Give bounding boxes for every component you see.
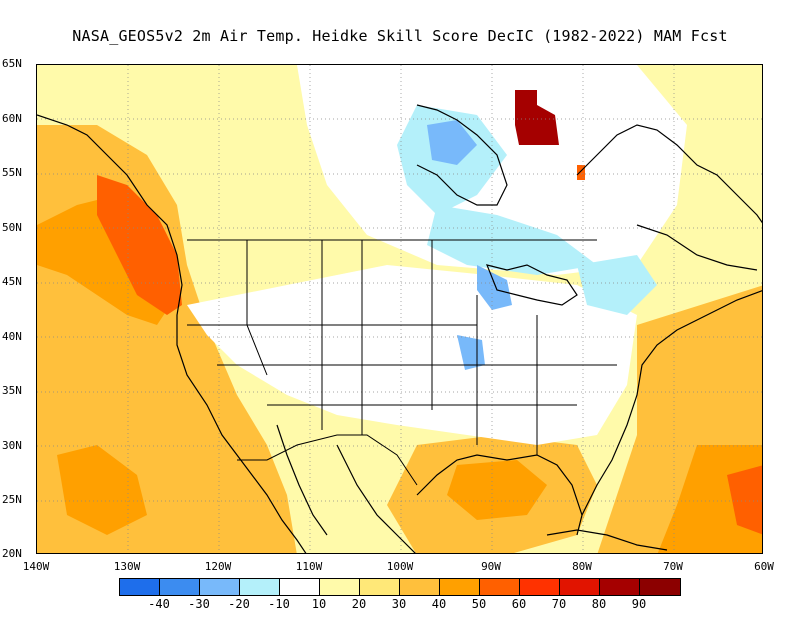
lon-label: 140W bbox=[22, 560, 50, 573]
great-lakes bbox=[486, 264, 578, 306]
lat-label: 45N bbox=[2, 275, 22, 288]
colorbar-label: 90 bbox=[631, 597, 647, 611]
map-panel bbox=[36, 64, 763, 554]
colorbar-swatch bbox=[480, 579, 520, 595]
political-borders bbox=[187, 239, 617, 486]
colorbar-swatch bbox=[440, 579, 480, 595]
baja-coast bbox=[276, 424, 328, 536]
lon-label: 90W bbox=[481, 560, 501, 573]
field-pacific-south-max bbox=[57, 445, 147, 535]
lat-label: 40N bbox=[2, 330, 22, 343]
colorbar-swatch bbox=[200, 579, 240, 595]
labrador-coast bbox=[576, 124, 762, 224]
colorbar-swatch bbox=[520, 579, 560, 595]
colorbar-swatch bbox=[640, 579, 680, 595]
field-quebec-negative bbox=[577, 255, 657, 315]
colorbar-label: 40 bbox=[431, 597, 447, 611]
colorbar-swatch bbox=[600, 579, 640, 595]
colorbar-label: -30 bbox=[188, 597, 210, 611]
field-east-spot bbox=[577, 165, 585, 180]
colorbar-label: -20 bbox=[228, 597, 250, 611]
colorbar-swatch bbox=[400, 579, 440, 595]
lat-label: 60N bbox=[2, 112, 22, 125]
lat-label: 30N bbox=[2, 439, 22, 452]
colorbar-label: 30 bbox=[391, 597, 407, 611]
field-atlantic-south bbox=[657, 445, 762, 553]
field-hudson-core bbox=[427, 120, 477, 165]
lon-label: 60W bbox=[754, 560, 774, 573]
colorbar-label: -40 bbox=[148, 597, 170, 611]
field-james-bay-max bbox=[515, 90, 559, 145]
lat-label: 35N bbox=[2, 384, 22, 397]
gridlines bbox=[37, 65, 762, 553]
colorbar-label: 10 bbox=[311, 597, 327, 611]
us-mexico-border bbox=[237, 434, 418, 486]
field-atlantic-max bbox=[727, 465, 762, 535]
lat-label: 65N bbox=[2, 57, 22, 70]
lon-label: 100W bbox=[386, 560, 414, 573]
lon-label: 120W bbox=[204, 560, 232, 573]
colorbar-swatch bbox=[320, 579, 360, 595]
colorbar-swatch bbox=[120, 579, 160, 595]
lon-label: 70W bbox=[663, 560, 683, 573]
colorbar-swatch bbox=[280, 579, 320, 595]
lat-label: 25N bbox=[2, 493, 22, 506]
mexico-west-coast bbox=[336, 444, 416, 553]
lat-label: 50N bbox=[2, 221, 22, 234]
lon-label: 110W bbox=[295, 560, 323, 573]
gulf-st-lawrence bbox=[636, 224, 758, 271]
cuba bbox=[546, 529, 668, 551]
colorbar-swatch bbox=[560, 579, 600, 595]
lon-label: 130W bbox=[113, 560, 141, 573]
colorbar-label: 60 bbox=[511, 597, 527, 611]
gulf-coast bbox=[416, 454, 583, 536]
field-interior-us bbox=[187, 265, 637, 445]
colorbar-swatch bbox=[360, 579, 400, 595]
lon-label: 80W bbox=[572, 560, 592, 573]
field-midwest-core bbox=[477, 265, 512, 310]
colorbar-label: 80 bbox=[591, 597, 607, 611]
colorbar-label: 50 bbox=[471, 597, 487, 611]
plot-title: NASA_GEOS5v2 2m Air Temp. Heidke Skill S… bbox=[72, 27, 728, 45]
colorbar bbox=[119, 578, 681, 596]
coastlines bbox=[37, 104, 762, 553]
lat-label: 20N bbox=[2, 547, 22, 560]
field-gulf-max bbox=[447, 460, 547, 520]
field-bc-max bbox=[97, 175, 182, 315]
skill-score-map bbox=[37, 65, 762, 553]
field-midwest-core2 bbox=[457, 335, 485, 370]
lat-label: 55N bbox=[2, 166, 22, 179]
colorbar-label: 70 bbox=[551, 597, 567, 611]
skill-field bbox=[37, 65, 762, 553]
east-coast bbox=[581, 290, 762, 516]
colorbar-swatch bbox=[160, 579, 200, 595]
hudson-bay bbox=[416, 104, 508, 206]
colorbar-label: 20 bbox=[351, 597, 367, 611]
west-coast bbox=[37, 114, 307, 553]
colorbar-swatch bbox=[240, 579, 280, 595]
colorbar-label: -10 bbox=[268, 597, 290, 611]
